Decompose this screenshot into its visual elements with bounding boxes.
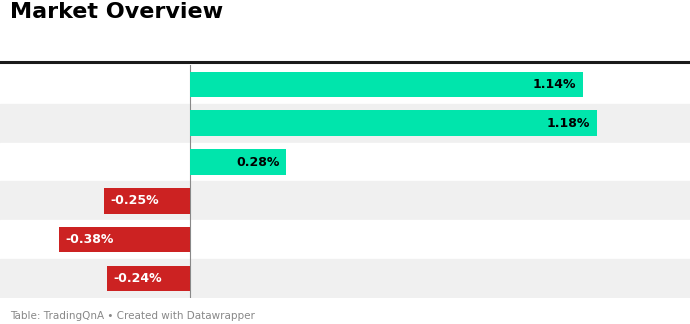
Bar	[104, 188, 190, 214]
Bar	[0, 104, 690, 143]
Text: -0.38%: -0.38%	[66, 233, 114, 246]
Text: -0.25%: -0.25%	[110, 194, 159, 207]
Bar	[0, 259, 690, 298]
Bar	[190, 72, 583, 97]
Text: 1.18%: 1.18%	[546, 117, 590, 130]
Bar	[0, 181, 690, 220]
Text: 0.28%: 0.28%	[236, 156, 279, 168]
Text: 1.14%: 1.14%	[533, 78, 576, 91]
Bar	[190, 149, 286, 175]
Text: Market Overview: Market Overview	[10, 2, 224, 22]
Bar	[59, 227, 190, 252]
Text: -0.24%: -0.24%	[114, 272, 162, 285]
Bar	[190, 110, 597, 136]
Bar	[0, 220, 690, 259]
Bar	[0, 65, 690, 104]
Bar	[0, 143, 690, 181]
Bar	[107, 266, 190, 291]
Text: Table: TradingQnA • Created with Datawrapper: Table: TradingQnA • Created with Datawra…	[10, 311, 255, 321]
